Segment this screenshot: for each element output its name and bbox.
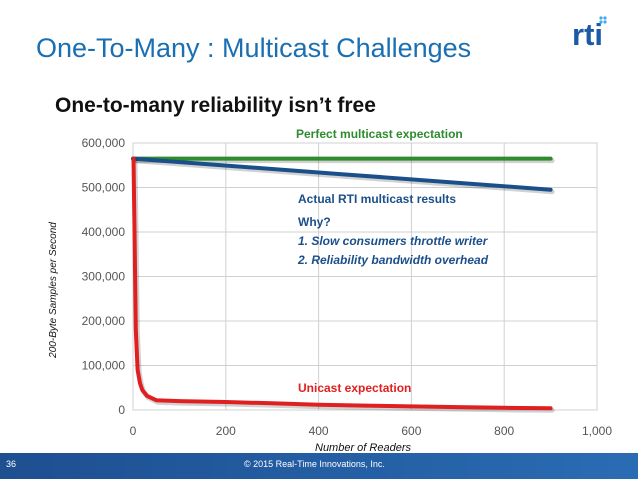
slide-subtitle: One-to-many reliability isn’t free — [55, 94, 376, 117]
annotation-reason-1: 1. Slow consumers throttle writer — [298, 234, 489, 248]
y-tick-label: 500,000 — [82, 181, 126, 195]
x-tick-label: 400 — [309, 424, 329, 438]
x-axis-label: Number of Readers — [315, 442, 411, 454]
rti-logo: rti — [572, 16, 607, 50]
y-tick-label: 400,000 — [82, 225, 126, 239]
logo-dot — [603, 20, 607, 24]
copyright-text: © 2015 Real-Time Innovations, Inc. — [244, 459, 385, 469]
page-number: 36 — [6, 459, 17, 469]
logo-dot — [603, 16, 607, 20]
annotation-reason-2: 2. Reliability bandwidth overhead — [297, 253, 489, 267]
x-tick-label: 600 — [401, 424, 421, 438]
y-axis-label: 200-Byte Samples per Second — [48, 222, 59, 359]
y-tick-label: 600,000 — [82, 136, 126, 150]
y-tick-label: 300,000 — [82, 270, 126, 284]
y-tick-label: 0 — [118, 403, 125, 417]
series-line-unicast — [131, 156, 553, 411]
x-tick-label: 200 — [216, 424, 236, 438]
x-tick-label: 1,000 — [582, 424, 612, 438]
slide-title: One-To-Many : Multicast Challenges — [36, 33, 472, 63]
series-line-actual — [131, 156, 553, 192]
x-tick-label: 800 — [494, 424, 514, 438]
y-tick-label: 100,000 — [82, 359, 126, 373]
annotation-why: Why? — [298, 215, 331, 229]
x-axis-ticks: 0 200 400 600 800 1,000 — [130, 424, 613, 438]
y-tick-label: 200,000 — [82, 314, 126, 328]
annotation-actual: Actual RTI multicast results — [298, 192, 456, 206]
annotation-unicast: Unicast expectation — [298, 381, 411, 395]
footer-bar: 36 © 2015 Real-Time Innovations, Inc. — [0, 453, 638, 479]
logo-text: rti — [572, 17, 603, 50]
x-tick-label: 0 — [130, 424, 137, 438]
annotation-perfect: Perfect multicast expectation — [296, 127, 463, 141]
logo-dot — [599, 20, 603, 24]
logo-dot — [599, 16, 603, 20]
y-axis-ticks: 0 100,000 200,000 300,000 400,000 500,000 600,… — [82, 136, 126, 417]
series-lines — [131, 156, 555, 413]
